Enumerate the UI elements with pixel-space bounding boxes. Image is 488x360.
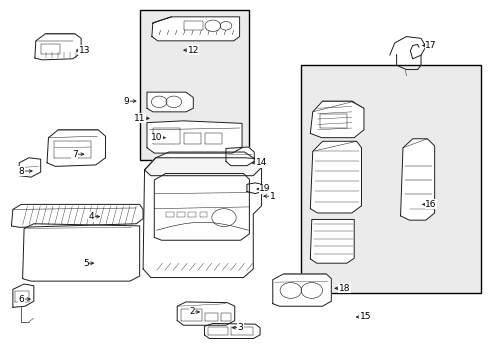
Polygon shape — [152, 17, 239, 41]
Text: 3: 3 — [237, 323, 243, 332]
Text: 2: 2 — [189, 307, 194, 316]
Polygon shape — [143, 152, 261, 278]
Bar — [140, 10, 249, 160]
Polygon shape — [22, 224, 140, 281]
Text: 17: 17 — [424, 41, 436, 50]
Text: 7: 7 — [72, 150, 78, 159]
Polygon shape — [204, 323, 260, 338]
Text: 9: 9 — [123, 96, 129, 105]
Polygon shape — [177, 302, 234, 325]
Text: 14: 14 — [255, 158, 267, 167]
Polygon shape — [147, 92, 193, 112]
Polygon shape — [310, 220, 353, 263]
Polygon shape — [13, 284, 34, 307]
Polygon shape — [11, 204, 143, 227]
Text: 8: 8 — [18, 167, 24, 176]
Polygon shape — [310, 141, 361, 213]
Text: 18: 18 — [338, 284, 349, 293]
Text: 1: 1 — [269, 192, 275, 201]
Polygon shape — [225, 147, 254, 166]
Bar — [300, 65, 480, 293]
Text: 5: 5 — [83, 259, 89, 268]
Polygon shape — [400, 139, 434, 220]
Text: 16: 16 — [424, 200, 436, 209]
Polygon shape — [272, 274, 330, 306]
Text: 12: 12 — [187, 46, 199, 55]
Polygon shape — [310, 101, 363, 138]
Text: 11: 11 — [134, 114, 145, 123]
Polygon shape — [47, 130, 105, 166]
Polygon shape — [147, 121, 242, 153]
Text: 13: 13 — [79, 46, 90, 55]
Text: 19: 19 — [259, 184, 270, 193]
Text: 15: 15 — [359, 312, 370, 321]
Polygon shape — [19, 158, 41, 177]
Polygon shape — [35, 34, 81, 60]
Text: 6: 6 — [18, 294, 24, 303]
Polygon shape — [246, 183, 261, 194]
Text: 4: 4 — [88, 212, 94, 221]
Text: 10: 10 — [151, 133, 162, 142]
Polygon shape — [144, 158, 261, 176]
